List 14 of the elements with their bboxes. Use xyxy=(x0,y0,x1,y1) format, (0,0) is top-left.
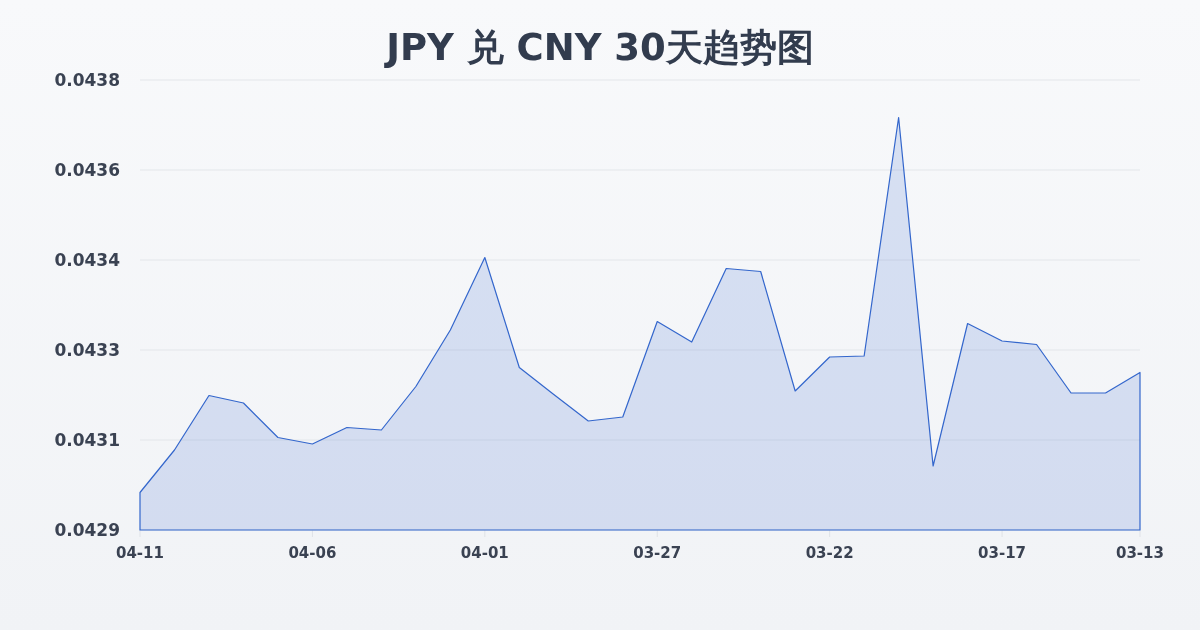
x-tick-label: 03-27 xyxy=(633,544,682,562)
x-tick-label: 04-11 xyxy=(116,544,164,562)
y-tick-label: 0.0429 xyxy=(54,520,120,540)
y-tick-label: 0.0433 xyxy=(54,340,120,360)
x-tick-label: 03-17 xyxy=(978,544,1027,562)
x-tick-label: 03-22 xyxy=(805,544,854,562)
y-tick-label: 0.0431 xyxy=(54,430,120,450)
y-tick-label: 0.0438 xyxy=(54,70,120,90)
chart-title: JPY 兑 CNY 30天趋势图 xyxy=(383,25,814,69)
x-tick-label: 04-06 xyxy=(288,544,337,562)
x-tick-label: 04-01 xyxy=(460,544,509,562)
y-tick-label: 0.0434 xyxy=(54,250,121,270)
x-tick-label: 03-13 xyxy=(1116,544,1164,562)
y-tick-label: 0.0436 xyxy=(54,160,120,180)
